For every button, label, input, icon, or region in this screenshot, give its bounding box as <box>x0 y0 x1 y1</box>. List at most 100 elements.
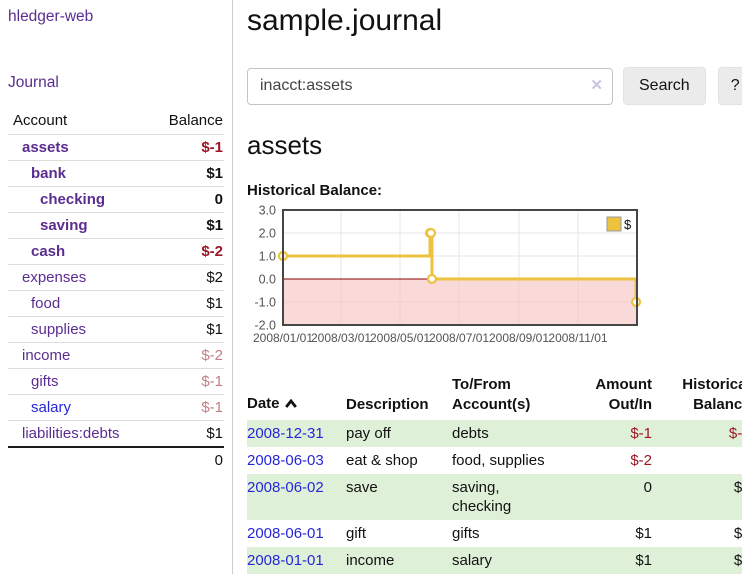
account-link[interactable]: assets <box>22 139 69 156</box>
register-row: 2008-06-03 eat & shop food, supplies $-2 0 <box>247 447 742 474</box>
transaction-description: eat & shop <box>346 452 418 469</box>
accounts-col-account: Account <box>13 112 68 129</box>
transaction-description: save <box>346 479 378 496</box>
account-balance: $-1 <box>148 394 224 421</box>
account-balance: $1 <box>148 290 224 317</box>
y-tick-label: 3.0 <box>259 204 276 218</box>
transaction-date-link[interactable]: 2008-06-02 <box>247 479 324 496</box>
account-balance: $1 <box>148 212 224 239</box>
transaction-amount: $-1 <box>630 425 652 442</box>
account-balance: $-1 <box>148 134 224 161</box>
balance-chart[interactable]: $3.0 2.0 1.0 0.0 -1.0 -2.0 2008/01/01 2008/03/0… <box>247 204 742 352</box>
register-col-date[interactable]: Date <box>247 375 346 420</box>
transaction-amount: 0 <box>643 479 652 496</box>
accounts-total-row: 0 <box>8 446 224 473</box>
accounts-total-value: 0 <box>148 446 224 473</box>
account-link[interactable]: income <box>22 347 71 364</box>
account-link[interactable]: food <box>31 295 61 312</box>
transaction-amount: $1 <box>635 525 652 542</box>
account-row: supplies $1 <box>8 316 224 343</box>
y-tick-label: 2.0 <box>259 227 276 241</box>
chart-svg: $3.0 2.0 1.0 0.0 -1.0 -2.02008/01/012008/03/0… <box>253 204 642 345</box>
account-link[interactable]: cash <box>31 243 66 260</box>
transaction-date-link[interactable]: 2008-01-01 <box>247 552 324 569</box>
account-heading: assets <box>247 130 323 160</box>
account-row: expenses $2 <box>8 264 224 291</box>
account-balance: $1 <box>148 420 224 447</box>
account-link[interactable]: bank <box>31 165 67 182</box>
account-link[interactable]: liabilities:debts <box>22 425 120 442</box>
transaction-amount: $1 <box>635 552 652 569</box>
transaction-description: income <box>346 552 395 569</box>
register-col-amount: Amount Out/In <box>595 376 652 413</box>
account-balance: $1 <box>148 160 224 187</box>
accounts-table: Account Balance assets $-1 bank $1 checking 0… <box>8 108 224 473</box>
accounts-header-row: Account Balance <box>8 108 224 135</box>
search-button[interactable]: Search <box>623 67 706 105</box>
search-input[interactable] <box>247 67 613 105</box>
account-link[interactable]: salary <box>31 399 72 416</box>
account-balance: $1 <box>148 316 224 343</box>
sort-asc-icon <box>284 395 298 415</box>
register-col-accounts: To/From Account(s) <box>452 376 531 413</box>
chart-title: Historical Balance: <box>247 182 383 199</box>
account-row: salary $-1 <box>8 394 224 421</box>
transaction-amount: $-2 <box>630 452 652 469</box>
account-row: liabilities:debts $1 <box>8 420 224 447</box>
transaction-description: gift <box>346 525 367 542</box>
brand-link[interactable]: hledger-web <box>8 8 94 25</box>
y-tick-label: 1.0 <box>259 250 276 264</box>
transaction-balance: $1 <box>733 552 742 569</box>
account-link[interactable]: supplies <box>31 321 87 338</box>
register-table: Date Description To/From Account(s) Amoun… <box>247 375 742 574</box>
account-row: bank $1 <box>8 160 224 187</box>
clear-search-icon[interactable]: ✕ <box>590 76 603 94</box>
account-balance: $-1 <box>148 368 224 395</box>
register-col-description: Description <box>346 396 429 413</box>
account-row: assets $-1 <box>8 134 224 161</box>
transaction-date-link[interactable]: 2008-12-31 <box>247 425 324 442</box>
account-row: income $-2 <box>8 342 224 369</box>
transaction-accounts: food, supplies <box>452 452 545 469</box>
account-balance: $-2 <box>148 342 224 369</box>
transaction-balance: 0 <box>658 447 742 474</box>
x-tick-label: 2008/03/01 <box>311 331 371 345</box>
search-box: ✕ <box>247 67 613 105</box>
main-content: sample.journal ✕ Search ? assets Histori… <box>233 0 742 574</box>
transaction-date-link[interactable]: 2008-06-01 <box>247 525 324 542</box>
account-link[interactable]: checking <box>40 191 106 208</box>
account-balance: $-2 <box>148 238 224 265</box>
account-link[interactable]: saving <box>40 217 88 234</box>
register-row: 2008-01-01 income salary $1 $1 <box>247 547 742 574</box>
account-row: checking 0 <box>8 186 224 213</box>
account-link[interactable]: gifts <box>31 373 59 390</box>
legend-swatch <box>606 216 622 232</box>
sidebar: hledger-web Journal Account Balance asse… <box>0 0 233 574</box>
y-tick-label: 0.0 <box>259 273 276 287</box>
page-title: sample.journal <box>247 4 443 37</box>
account-balance: 0 <box>148 186 224 213</box>
transaction-date-link[interactable]: 2008-06-03 <box>247 452 324 469</box>
x-tick-label: 2008/09/01 <box>489 331 549 345</box>
x-tick-label: 2008/07/01 <box>429 331 489 345</box>
account-row: saving $1 <box>8 212 224 239</box>
help-button[interactable]: ? <box>717 67 742 105</box>
account-row: food $1 <box>8 290 224 317</box>
accounts-col-balance: Balance <box>168 112 223 129</box>
legend-label: $ <box>624 217 632 232</box>
transaction-balance: $2 <box>733 479 742 496</box>
transaction-balance: $2 <box>733 525 742 542</box>
transaction-accounts: debts <box>452 425 489 442</box>
y-tick-label: -1.0 <box>254 296 276 310</box>
account-link[interactable]: expenses <box>22 269 87 286</box>
transaction-balance: $-1 <box>728 425 742 442</box>
transaction-accounts: gifts <box>452 525 480 542</box>
x-tick-label: 2008/11/01 <box>548 331 607 345</box>
x-tick-label: 2008/05/01 <box>370 331 430 345</box>
search-row: ✕ Search ? <box>247 67 742 105</box>
register-row: 2008-12-31 pay off debts $-1 $-1 <box>247 420 742 447</box>
account-row: cash $-2 <box>8 238 224 265</box>
nav-journal-link[interactable]: Journal <box>8 74 59 91</box>
